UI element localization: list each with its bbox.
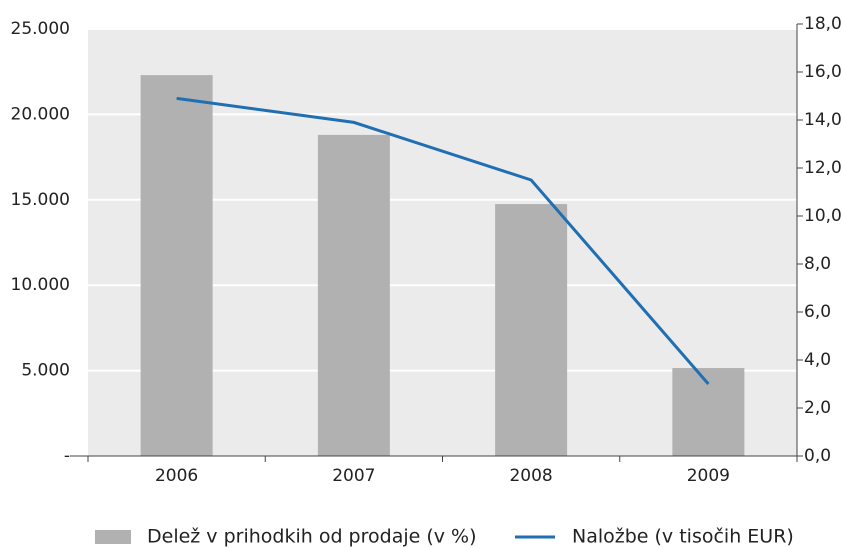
y-tick-label: 15.000: [11, 190, 70, 210]
y2-tick-label: 12,0: [804, 158, 842, 178]
x-tick-label: 2007: [332, 466, 375, 486]
y2-tick-label: 18,0: [804, 14, 842, 34]
bar: [317, 134, 390, 456]
y2-tick-label: 14,0: [804, 110, 842, 130]
x-tick-label: 2009: [687, 466, 730, 486]
y2-tick-label: 6,0: [804, 302, 831, 322]
x-tick-label: 2006: [155, 466, 198, 486]
y2-tick-label: 4,0: [804, 350, 831, 370]
y2-tick-label: 2,0: [804, 398, 831, 418]
legend-label: Naložbe (v tisočih EUR): [572, 526, 794, 548]
legend-label: Delež v prihodkih od prodaje (v %): [147, 526, 477, 548]
bar: [140, 75, 213, 456]
y2-tick-label: 8,0: [804, 254, 831, 274]
line: [176, 96, 710, 385]
y-tick-label: 20.000: [11, 104, 70, 124]
y-tick-label: 25.000: [11, 19, 70, 39]
y2-tick-label: 10,0: [804, 206, 842, 226]
y2-tick-label: 0,0: [804, 446, 831, 466]
y-tick-label: 10.000: [11, 275, 70, 295]
legend-swatch: [95, 530, 131, 544]
y-tick-label: -: [64, 446, 70, 466]
x-tick-label: 2008: [509, 466, 552, 486]
bar: [495, 204, 568, 456]
y-tick-label: 5.000: [21, 361, 70, 381]
bar: [672, 368, 745, 456]
y2-tick-label: 16,0: [804, 62, 842, 82]
